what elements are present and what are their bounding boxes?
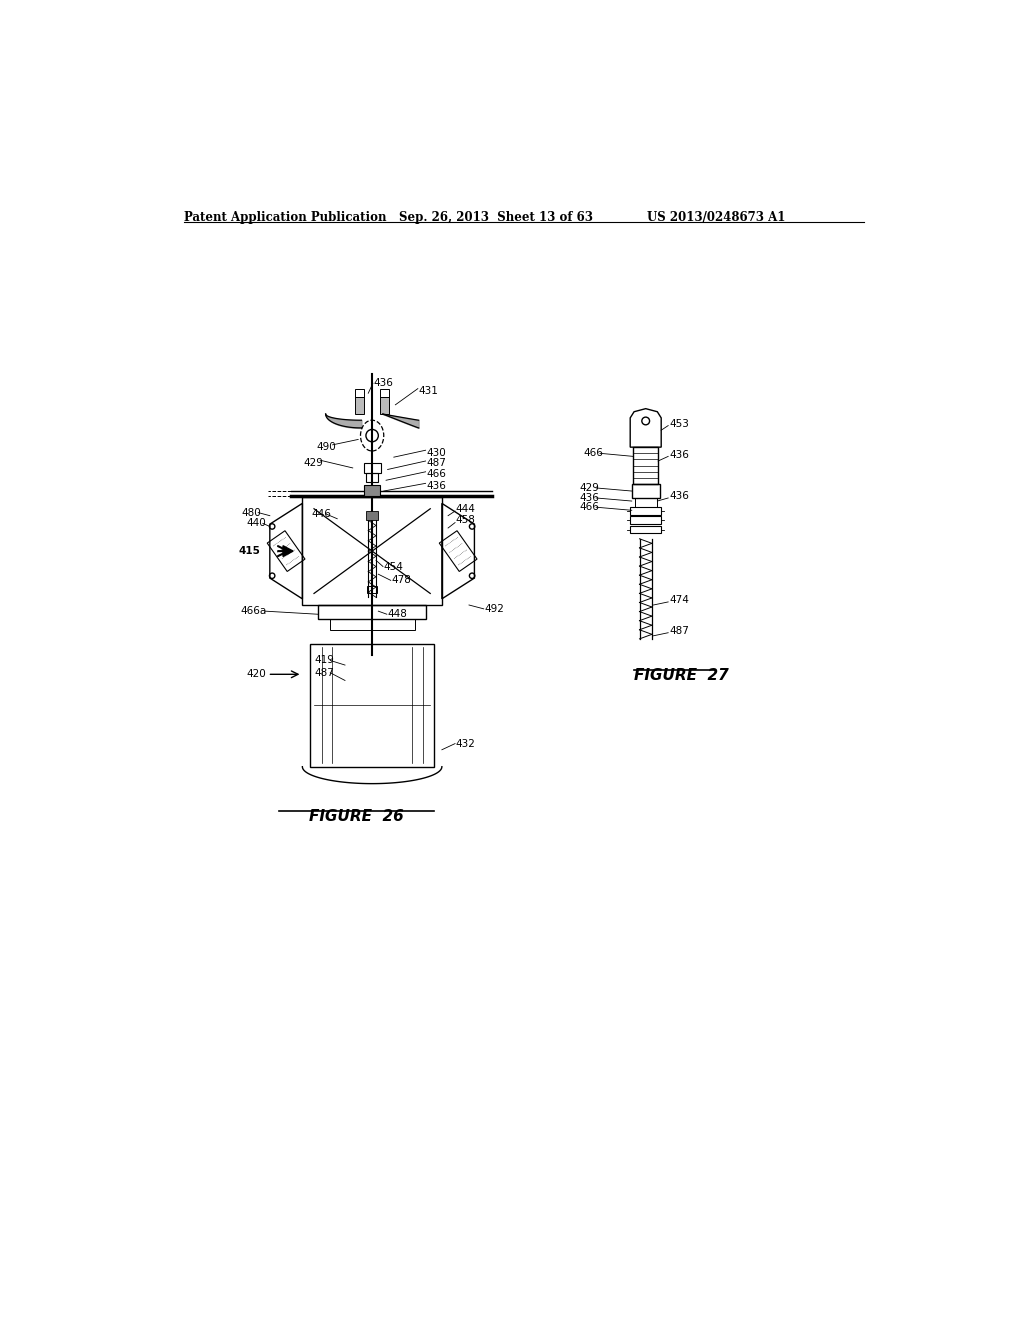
Bar <box>366 473 378 482</box>
Bar <box>632 484 659 498</box>
Bar <box>366 511 378 520</box>
Text: 436: 436 <box>374 379 393 388</box>
Bar <box>630 525 662 533</box>
Text: Sep. 26, 2013  Sheet 13 of 63: Sep. 26, 2013 Sheet 13 of 63 <box>399 211 593 224</box>
Text: US 2013/0248673 A1: US 2013/0248673 A1 <box>647 211 785 224</box>
Text: 466: 466 <box>426 469 446 479</box>
Bar <box>380 397 389 414</box>
Text: 436: 436 <box>669 450 689 459</box>
Text: 453: 453 <box>669 418 689 429</box>
Text: 446: 446 <box>311 510 332 519</box>
Text: 478: 478 <box>391 576 412 585</box>
Text: 487: 487 <box>669 626 689 636</box>
Text: 429: 429 <box>580 483 600 492</box>
Bar <box>355 389 365 397</box>
Text: 432: 432 <box>456 739 476 748</box>
Text: Patent Application Publication: Patent Application Publication <box>183 211 386 224</box>
Bar <box>630 507 662 515</box>
Text: 420: 420 <box>247 669 266 680</box>
Bar <box>633 447 658 484</box>
Text: 440: 440 <box>247 519 266 528</box>
Text: 487: 487 <box>314 668 334 677</box>
Text: 466: 466 <box>584 449 603 458</box>
Text: 458: 458 <box>456 515 476 525</box>
Text: FIGURE  27: FIGURE 27 <box>634 668 729 684</box>
Text: FIGURE  26: FIGURE 26 <box>309 809 404 824</box>
Text: 431: 431 <box>419 385 438 396</box>
Bar <box>635 498 656 507</box>
Text: 444: 444 <box>456 504 476 513</box>
Bar <box>302 498 442 605</box>
Bar <box>365 484 380 496</box>
Text: 419: 419 <box>314 656 334 665</box>
Bar <box>368 586 377 594</box>
Text: 490: 490 <box>316 442 336 453</box>
Text: 436: 436 <box>580 492 600 503</box>
Text: 480: 480 <box>242 508 262 517</box>
Text: 430: 430 <box>426 447 446 458</box>
Bar <box>355 397 365 414</box>
Text: 436: 436 <box>426 480 446 491</box>
Bar <box>630 516 662 524</box>
Text: 436: 436 <box>669 491 689 500</box>
Bar <box>330 619 415 631</box>
Text: 487: 487 <box>426 458 446 469</box>
Text: 466a: 466a <box>241 606 266 616</box>
Text: 429: 429 <box>304 458 324 467</box>
Text: 492: 492 <box>484 603 505 614</box>
Bar <box>317 605 426 619</box>
Text: 466: 466 <box>580 502 600 512</box>
Bar <box>310 644 434 767</box>
Text: 415: 415 <box>239 546 261 556</box>
Bar <box>380 389 389 397</box>
Text: 474: 474 <box>669 595 689 606</box>
Bar <box>364 463 381 473</box>
Text: 448: 448 <box>388 610 408 619</box>
Polygon shape <box>283 545 293 557</box>
Text: 454: 454 <box>384 561 403 572</box>
